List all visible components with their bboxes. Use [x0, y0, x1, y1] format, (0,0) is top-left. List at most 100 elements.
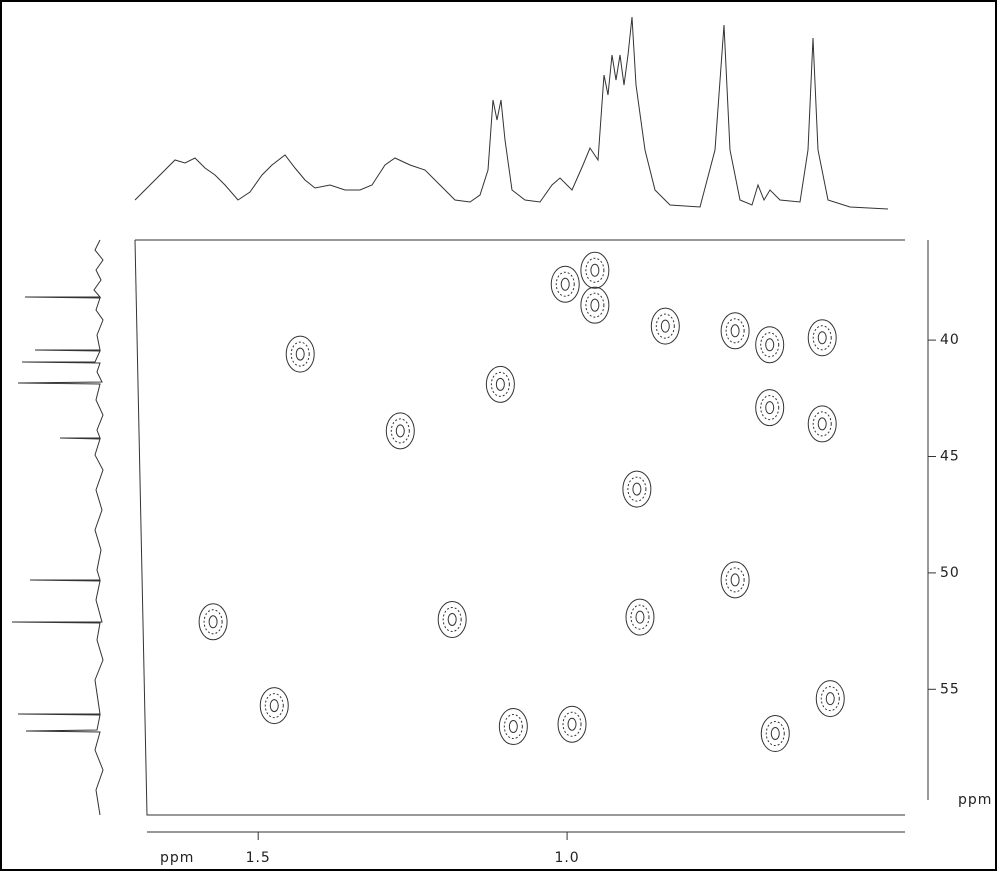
- peak: [259, 687, 289, 725]
- contour-ring: [755, 326, 785, 364]
- contour-ring: [765, 338, 775, 352]
- contour-ring: [730, 573, 740, 587]
- y-tick-label: 40: [940, 332, 960, 348]
- peak: [485, 365, 515, 403]
- contour-ring: [490, 371, 510, 397]
- plot-frame: [134, 239, 905, 816]
- peak: [580, 286, 610, 324]
- peak: [720, 561, 750, 599]
- contour-ring: [812, 411, 832, 437]
- x-tick-label: 1.0: [554, 850, 579, 866]
- peak: [198, 603, 228, 641]
- contour-ring: [585, 292, 605, 318]
- peak: [437, 600, 467, 638]
- peak: [720, 312, 750, 350]
- contour-ring: [825, 692, 835, 706]
- contour-ring: [585, 257, 605, 283]
- contour-ring: [815, 680, 845, 718]
- contour-ring: [622, 470, 652, 508]
- contour-ring: [442, 606, 462, 632]
- contour-ring: [625, 598, 655, 636]
- contour-ring: [395, 424, 405, 438]
- peak: [650, 307, 680, 345]
- contour-ring: [650, 307, 680, 345]
- contour-ring: [485, 365, 515, 403]
- contour-ring: [208, 615, 218, 629]
- x-axis-label: ppm: [160, 850, 194, 866]
- peak: [385, 412, 415, 450]
- peak: [755, 389, 785, 427]
- peak: [557, 705, 587, 743]
- contour-ring: [590, 263, 600, 277]
- contour-ring: [755, 389, 785, 427]
- contour-ring: [285, 335, 315, 373]
- peak: [550, 265, 580, 303]
- contour-ring: [557, 705, 587, 743]
- peak: [815, 680, 845, 718]
- contour-ring: [725, 318, 745, 344]
- contour-ring: [655, 313, 675, 339]
- contour-ring: [562, 711, 582, 737]
- contour-ring: [817, 331, 827, 345]
- contour-ring: [550, 265, 580, 303]
- contour-ring: [259, 687, 289, 725]
- left-projection: [11, 239, 104, 816]
- contour-ring: [498, 708, 528, 746]
- contour-ring: [630, 604, 650, 630]
- contour-ring: [385, 412, 415, 450]
- contour-ring: [627, 476, 647, 502]
- contour-ring: [760, 332, 780, 358]
- contour-ring: [660, 319, 670, 333]
- contour-ring: [770, 727, 780, 741]
- contour-ring: [495, 377, 505, 391]
- y-axis-label: ppm: [958, 792, 992, 808]
- contour-ring: [198, 603, 228, 641]
- x-tick-label: 1.5: [246, 850, 271, 866]
- contour-ring: [269, 699, 279, 713]
- contour-ring: [635, 610, 645, 624]
- peak: [807, 319, 837, 357]
- contour-ring: [580, 286, 610, 324]
- peak: [807, 405, 837, 443]
- y-tick-label: 45: [940, 448, 960, 464]
- contour-ring: [760, 395, 780, 421]
- contour-ring: [508, 720, 518, 734]
- peak: [760, 715, 790, 753]
- contour-ring: [760, 715, 790, 753]
- contour-ring: [503, 714, 523, 740]
- contour-ring: [290, 341, 310, 367]
- peak: [755, 326, 785, 364]
- y-tick-label: 55: [940, 681, 960, 697]
- contour-ring: [590, 298, 600, 312]
- peak: [498, 708, 528, 746]
- peak: [285, 335, 315, 373]
- contour-ring: [765, 721, 785, 747]
- contour-ring: [720, 561, 750, 599]
- contour-ring: [730, 324, 740, 338]
- y-tick-label: 50: [940, 565, 960, 581]
- contour-ring: [820, 686, 840, 712]
- contour-ring: [555, 271, 575, 297]
- contour-ring: [632, 482, 642, 496]
- contour-ring: [447, 612, 457, 626]
- contour-ring: [812, 325, 832, 351]
- contour-ring: [295, 347, 305, 361]
- contour-ring: [720, 312, 750, 350]
- contour-ring: [765, 401, 775, 415]
- contour-ring: [203, 609, 223, 635]
- contour-ring: [807, 405, 837, 443]
- top-projection: [134, 16, 889, 210]
- peak: [622, 470, 652, 508]
- contour-ring: [437, 600, 467, 638]
- contour-ring: [725, 567, 745, 593]
- contour-ring: [264, 693, 284, 719]
- contour-ring: [567, 717, 577, 731]
- peak: [625, 598, 655, 636]
- contour-ring: [390, 418, 410, 444]
- peak: [580, 251, 610, 289]
- contour-ring: [580, 251, 610, 289]
- contour-ring: [807, 319, 837, 357]
- contour-ring: [817, 417, 827, 431]
